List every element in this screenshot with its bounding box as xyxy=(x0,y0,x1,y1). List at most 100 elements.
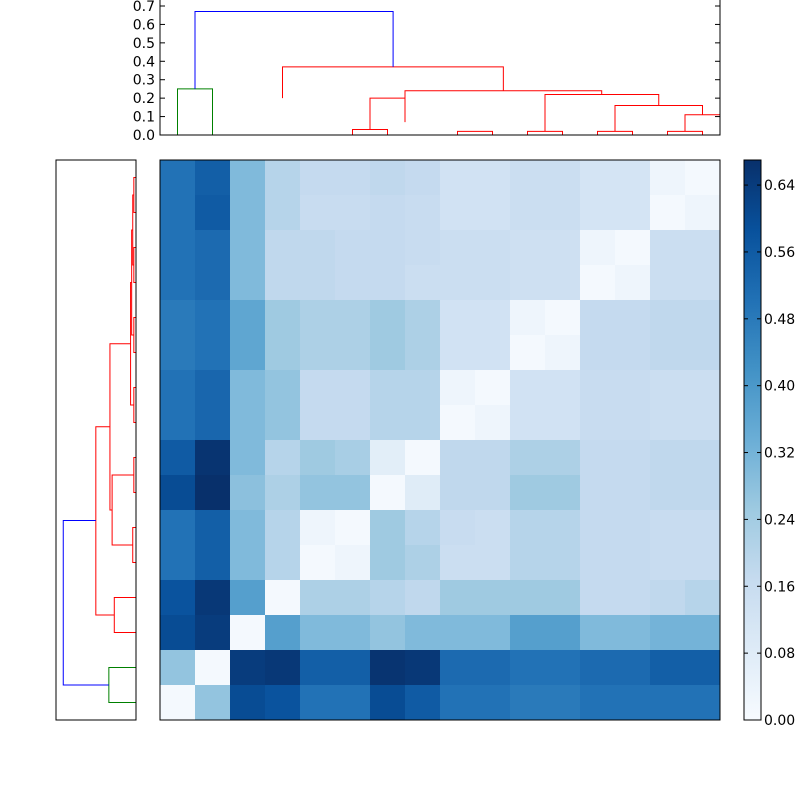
heatmap-cell xyxy=(195,265,231,301)
heatmap-cell xyxy=(685,545,721,581)
heatmap-cell xyxy=(545,615,581,651)
left-dendrogram-link xyxy=(133,247,136,283)
heatmap-cell xyxy=(370,510,406,546)
heatmap-cell xyxy=(440,545,476,581)
heatmap-cell xyxy=(195,300,231,336)
heatmap-cell xyxy=(370,335,406,371)
left-dendrogram-link xyxy=(113,597,136,633)
heatmap-cell xyxy=(580,230,616,266)
heatmap-cell xyxy=(475,685,511,721)
heatmap-cell xyxy=(580,195,616,231)
heatmap-cell xyxy=(370,230,406,266)
heatmap-cell xyxy=(475,195,511,231)
heatmap-cell xyxy=(580,440,616,476)
heatmap-cell xyxy=(510,370,546,406)
heatmap-cell xyxy=(405,545,441,581)
heatmap-cell xyxy=(405,615,441,651)
heatmap-cell xyxy=(440,580,476,616)
heatmap-cell xyxy=(440,230,476,266)
heatmap-cell xyxy=(545,440,581,476)
heatmap-cell xyxy=(440,475,476,511)
heatmap-cell xyxy=(545,370,581,406)
heatmap-cell xyxy=(160,580,196,616)
left-dendrogram-link xyxy=(133,387,136,423)
heatmap-cell xyxy=(300,615,336,651)
heatmap-cell xyxy=(370,685,406,721)
heatmap-cell xyxy=(300,440,336,476)
colorbar-ticks: 0.00 0.08 0.16 0.24 0.32 0.40 0.48 0.56 0.64 xyxy=(744,178,795,729)
top-dendrogram-frame xyxy=(159,0,721,136)
heatmap-cell xyxy=(230,475,266,511)
heatmap-cell xyxy=(300,685,336,721)
top-dendrogram-y-ticks: 0.0 0.1 0.2 0.3 0.4 0.5 0.6 0.7 xyxy=(133,0,720,144)
heatmap-cell xyxy=(510,510,546,546)
heatmap-cell xyxy=(475,230,511,266)
top-dendrogram-tick-label: 0.0 xyxy=(133,128,155,144)
heatmap-cell xyxy=(370,580,406,616)
heatmap-cell xyxy=(405,300,441,336)
heatmap-cell xyxy=(370,440,406,476)
colorbar-tick-label: 0.08 xyxy=(764,646,795,662)
heatmap-cell xyxy=(160,685,196,721)
heatmap-cell xyxy=(650,510,686,546)
heatmap-cell xyxy=(370,265,406,301)
heatmap-cell xyxy=(440,510,476,546)
heatmap-cell xyxy=(160,195,196,231)
heatmap-cell xyxy=(615,650,651,686)
heatmap-cell xyxy=(475,580,511,616)
heatmap-cell xyxy=(545,195,581,231)
heatmap-cell xyxy=(230,615,266,651)
heatmap-cell xyxy=(475,440,511,476)
colorbar-tick-label: 0.48 xyxy=(764,312,795,328)
heatmap-cell xyxy=(160,335,196,371)
colorbar-tick-label: 0.24 xyxy=(764,512,795,528)
top-dendrogram-link xyxy=(194,11,394,89)
heatmap-cell xyxy=(300,475,336,511)
heatmap-cell xyxy=(230,685,266,721)
heatmap-cell xyxy=(510,685,546,721)
heatmap-cell xyxy=(685,160,721,196)
heatmap-cell xyxy=(265,195,301,231)
heatmap-cell xyxy=(335,475,371,511)
heatmap-cell xyxy=(335,510,371,546)
heatmap-cell xyxy=(370,300,406,336)
heatmap-cell xyxy=(685,195,721,231)
heatmap-cell xyxy=(265,650,301,686)
top-dendrogram-link xyxy=(177,88,213,135)
heatmap-cell xyxy=(510,230,546,266)
heatmap-cell xyxy=(370,370,406,406)
left-dendrogram-links xyxy=(62,177,136,703)
heatmap-cell xyxy=(440,160,476,196)
heatmap-cell xyxy=(195,195,231,231)
heatmap-cell xyxy=(195,615,231,651)
heatmap-cell xyxy=(440,195,476,231)
heatmap-cell xyxy=(615,580,651,616)
heatmap-cell xyxy=(615,510,651,546)
heatmap-cell xyxy=(475,510,511,546)
left-dendrogram-link xyxy=(62,520,109,686)
heatmap-cell xyxy=(300,405,336,441)
heatmap-cell xyxy=(510,405,546,441)
heatmap-cell xyxy=(580,265,616,301)
heatmap-cell xyxy=(650,160,686,196)
heatmap-cell xyxy=(545,265,581,301)
heatmap-cell xyxy=(545,545,581,581)
heatmap-cell xyxy=(650,440,686,476)
heatmap-cell xyxy=(440,650,476,686)
heatmap-cell xyxy=(160,440,196,476)
heatmap-cell xyxy=(195,230,231,266)
heatmap-cell xyxy=(615,230,651,266)
heatmap-cell xyxy=(615,160,651,196)
colorbar-tick-label: 0.64 xyxy=(764,178,795,194)
heatmap-cell xyxy=(510,475,546,511)
heatmap-cell xyxy=(370,650,406,686)
heatmap-cell xyxy=(265,440,301,476)
left-dendrogram-link xyxy=(133,177,136,213)
heatmap xyxy=(159,159,721,721)
heatmap-cell xyxy=(615,685,651,721)
heatmap-cell xyxy=(335,545,371,581)
heatmap-cell xyxy=(475,545,511,581)
heatmap-cell xyxy=(580,475,616,511)
heatmap-cell xyxy=(160,475,196,511)
heatmap-cell xyxy=(475,475,511,511)
